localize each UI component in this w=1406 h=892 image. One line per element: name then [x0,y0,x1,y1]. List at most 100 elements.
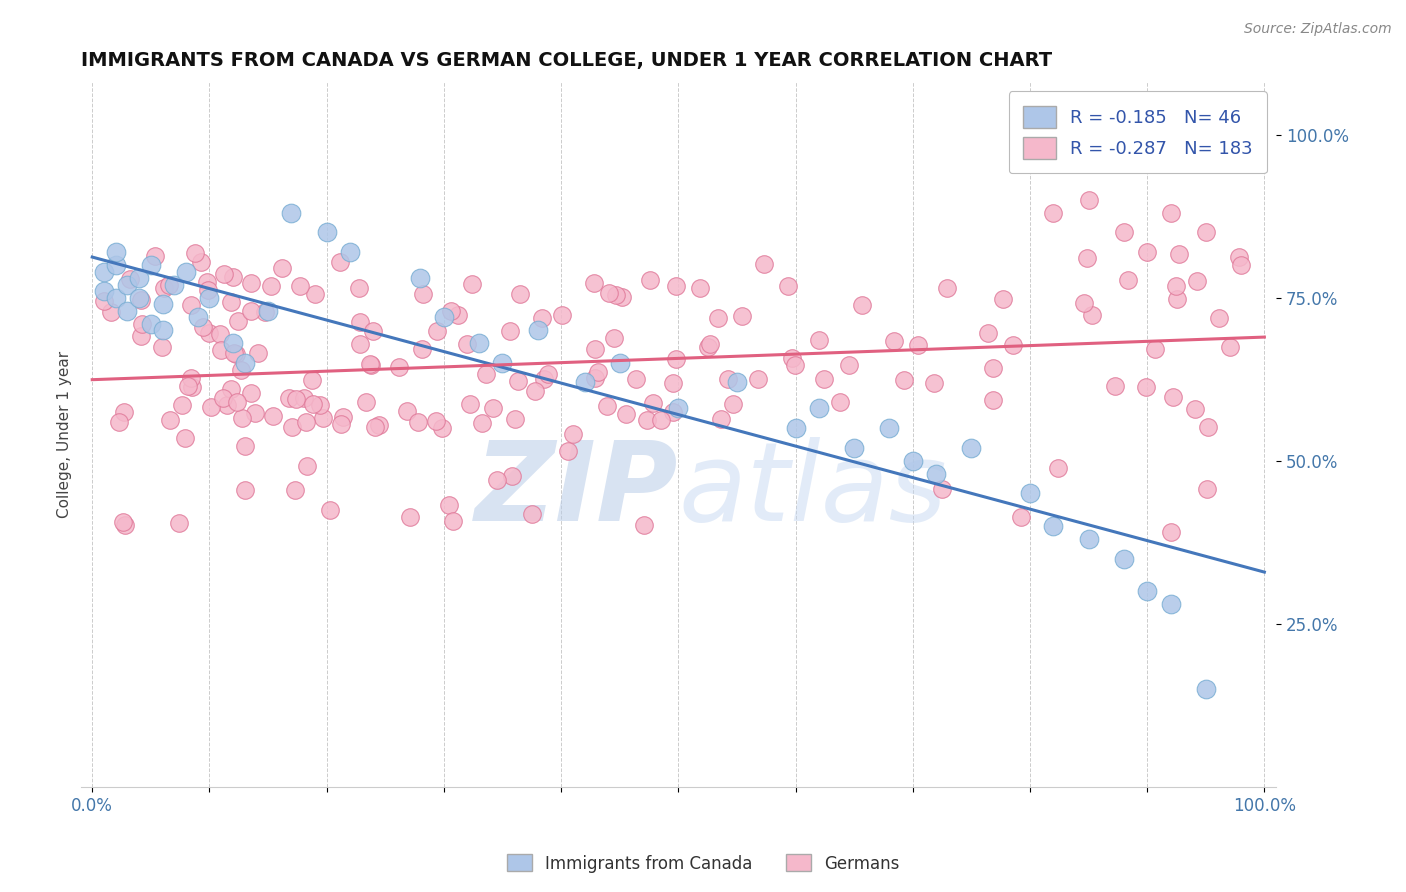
Point [217,398,239,412]
Point [1042,206,1064,220]
Point [222,336,245,351]
Point [603,331,626,345]
Y-axis label: College, Under 1 year: College, Under 1 year [58,351,72,518]
Point [247,345,270,359]
Point [143,249,166,263]
Point [212,267,235,281]
Point [716,372,738,386]
Point [152,297,174,311]
Point [187,310,209,325]
Point [624,372,647,386]
Point [240,304,263,318]
Point [197,326,219,340]
Point [877,421,900,435]
Point [562,427,585,442]
Point [537,368,560,382]
Point [157,277,180,292]
Point [93,284,115,298]
Point [128,291,150,305]
Point [1166,278,1188,293]
Point [533,372,555,386]
Point [1077,532,1099,546]
Point [93,294,115,309]
Point [1197,420,1219,434]
Point [131,293,153,307]
Point [240,277,263,291]
Point [807,333,830,347]
Point [233,356,256,370]
Point [983,360,1005,375]
Point [1144,342,1167,356]
Point [349,315,371,329]
Point [583,370,606,384]
Point [883,334,905,348]
Point [139,317,162,331]
Point [128,271,150,285]
Point [1077,193,1099,207]
Point [482,401,505,415]
Point [785,421,807,435]
Point [131,317,153,331]
Point [1019,486,1042,500]
Point [582,276,605,290]
Point [233,483,256,498]
Point [508,375,530,389]
Point [104,258,127,272]
Point [200,400,222,414]
Point [1208,310,1230,325]
Point [226,314,249,328]
Point [838,358,860,372]
Point [1185,274,1208,288]
Point [595,399,617,413]
Point [231,411,253,425]
Point [1136,244,1159,259]
Point [409,271,432,285]
Point [349,337,371,351]
Point [315,226,337,240]
Point [159,413,181,427]
Point [309,399,332,413]
Point [180,371,202,385]
Point [830,395,852,409]
Point [197,283,219,297]
Point [433,310,456,325]
Point [807,401,830,416]
Point [426,325,449,339]
Point [170,398,193,412]
Point [184,246,207,260]
Point [471,416,494,430]
Point [468,336,491,351]
Point [262,409,284,423]
Point [117,277,139,292]
Point [233,439,256,453]
Point [395,403,418,417]
Point [209,343,232,358]
Point [461,277,484,291]
Point [1197,482,1219,496]
Point [260,278,283,293]
Point [641,396,664,410]
Point [152,323,174,337]
Point [219,294,242,309]
Point [288,278,311,293]
Point [211,392,233,406]
Point [117,303,139,318]
Point [271,260,294,275]
Point [399,510,422,524]
Point [240,386,263,401]
Point [925,467,948,481]
Point [441,514,464,528]
Point [1104,379,1126,393]
Point [209,327,232,342]
Point [609,356,631,370]
Point [460,397,482,411]
Point [960,441,983,455]
Point [280,206,302,220]
Point [222,270,245,285]
Point [1136,584,1159,599]
Point [108,415,131,429]
Point [1219,340,1241,354]
Point [281,419,304,434]
Text: atlas: atlas [678,437,946,544]
Point [710,412,733,426]
